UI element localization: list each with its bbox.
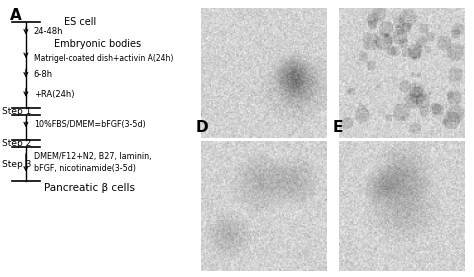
Text: Step 1: Step 1 bbox=[2, 107, 31, 116]
Text: E: E bbox=[333, 120, 343, 135]
Text: D: D bbox=[195, 120, 208, 135]
Text: B: B bbox=[195, 0, 207, 2]
Text: ES cell: ES cell bbox=[64, 17, 96, 27]
Text: 24-48h: 24-48h bbox=[34, 27, 64, 36]
Text: Step 3: Step 3 bbox=[2, 160, 31, 169]
Text: 6-8h: 6-8h bbox=[34, 70, 53, 79]
Text: 10%FBS/DMEM=bFGF(3-5d): 10%FBS/DMEM=bFGF(3-5d) bbox=[34, 120, 146, 129]
Text: Pancreatic β cells: Pancreatic β cells bbox=[44, 183, 135, 193]
Text: C: C bbox=[333, 0, 344, 2]
Text: +RA(24h): +RA(24h) bbox=[34, 90, 74, 99]
Text: Step 2: Step 2 bbox=[2, 139, 31, 148]
Text: Embryonic bodies: Embryonic bodies bbox=[54, 39, 141, 49]
Text: A: A bbox=[10, 8, 22, 23]
Text: DMEM/F12+N2, B27, laminin,
bFGF, nicotinamide(3-5d): DMEM/F12+N2, B27, laminin, bFGF, nicotin… bbox=[34, 152, 151, 173]
Text: Matrigel-coated dish+activin A(24h): Matrigel-coated dish+activin A(24h) bbox=[34, 54, 173, 63]
